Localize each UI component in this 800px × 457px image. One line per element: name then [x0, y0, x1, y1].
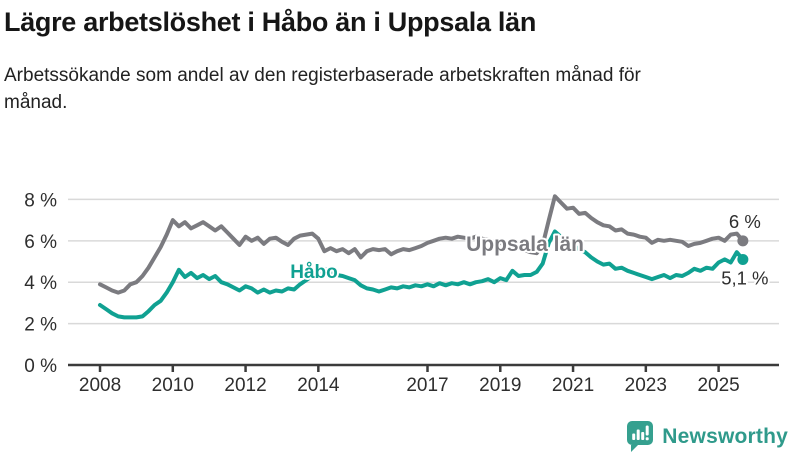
bar-icon-short — [632, 433, 636, 440]
speech-bubble-shape — [627, 421, 654, 452]
page-subtitle: Arbetssökande som andel av den registerb… — [4, 65, 641, 114]
exclamation-bar-icon — [645, 425, 649, 436]
x-axis-tick-label: 2017 — [406, 375, 448, 396]
series-label-habo: Håbo — [290, 262, 338, 283]
y-axis-tick-label: 2 % — [24, 315, 57, 336]
x-axis-tick-label: 2012 — [224, 375, 266, 396]
x-axis-tick-label: 2008 — [79, 375, 121, 396]
bar-icon-mid — [641, 432, 645, 440]
unemployment-line-chart: 0 % 2 % 4 % 6 % 8 % 2008 2010 2012 2014 2017 2019 2… — [24, 190, 779, 396]
y-axis-tick-label: 4 % — [24, 273, 57, 294]
y-axis-tick-label: 6 % — [24, 232, 57, 253]
x-axis-tick-label: 2014 — [297, 375, 340, 396]
y-axis-tick-label: 0 % — [24, 356, 57, 377]
series-label-uppsala: Uppsala län — [466, 233, 584, 256]
series-line-uppsala — [98, 194, 745, 295]
series-endpoint-dot-habo — [737, 253, 749, 265]
series-end-value-uppsala: 6 % — [729, 211, 761, 232]
newsworthy-wordmark: Newsworthy — [662, 424, 788, 448]
exclamation-dot-icon — [645, 437, 649, 441]
x-axis-tick-label: 2025 — [697, 375, 739, 396]
y-axis-tick-label: 8 % — [24, 190, 57, 211]
x-axis-tick-label: 2023 — [625, 375, 667, 396]
newsworthy-logo[interactable]: Newsworthy — [626, 420, 788, 453]
series-endpoint-dot-uppsala — [737, 235, 749, 247]
x-axis-tick-label: 2010 — [152, 375, 194, 396]
x-axis-tick-label: 2019 — [479, 375, 521, 396]
bar-icon-tall — [636, 429, 640, 440]
series-line-habo — [98, 229, 745, 320]
page-title: Lägre arbetslöshet i Håbo än i Uppsala l… — [4, 7, 537, 37]
newsworthy-chart-bubble-icon — [627, 421, 654, 452]
x-axis-tick-label: 2021 — [552, 375, 594, 396]
series-end-value-habo: 5,1 % — [721, 267, 768, 288]
